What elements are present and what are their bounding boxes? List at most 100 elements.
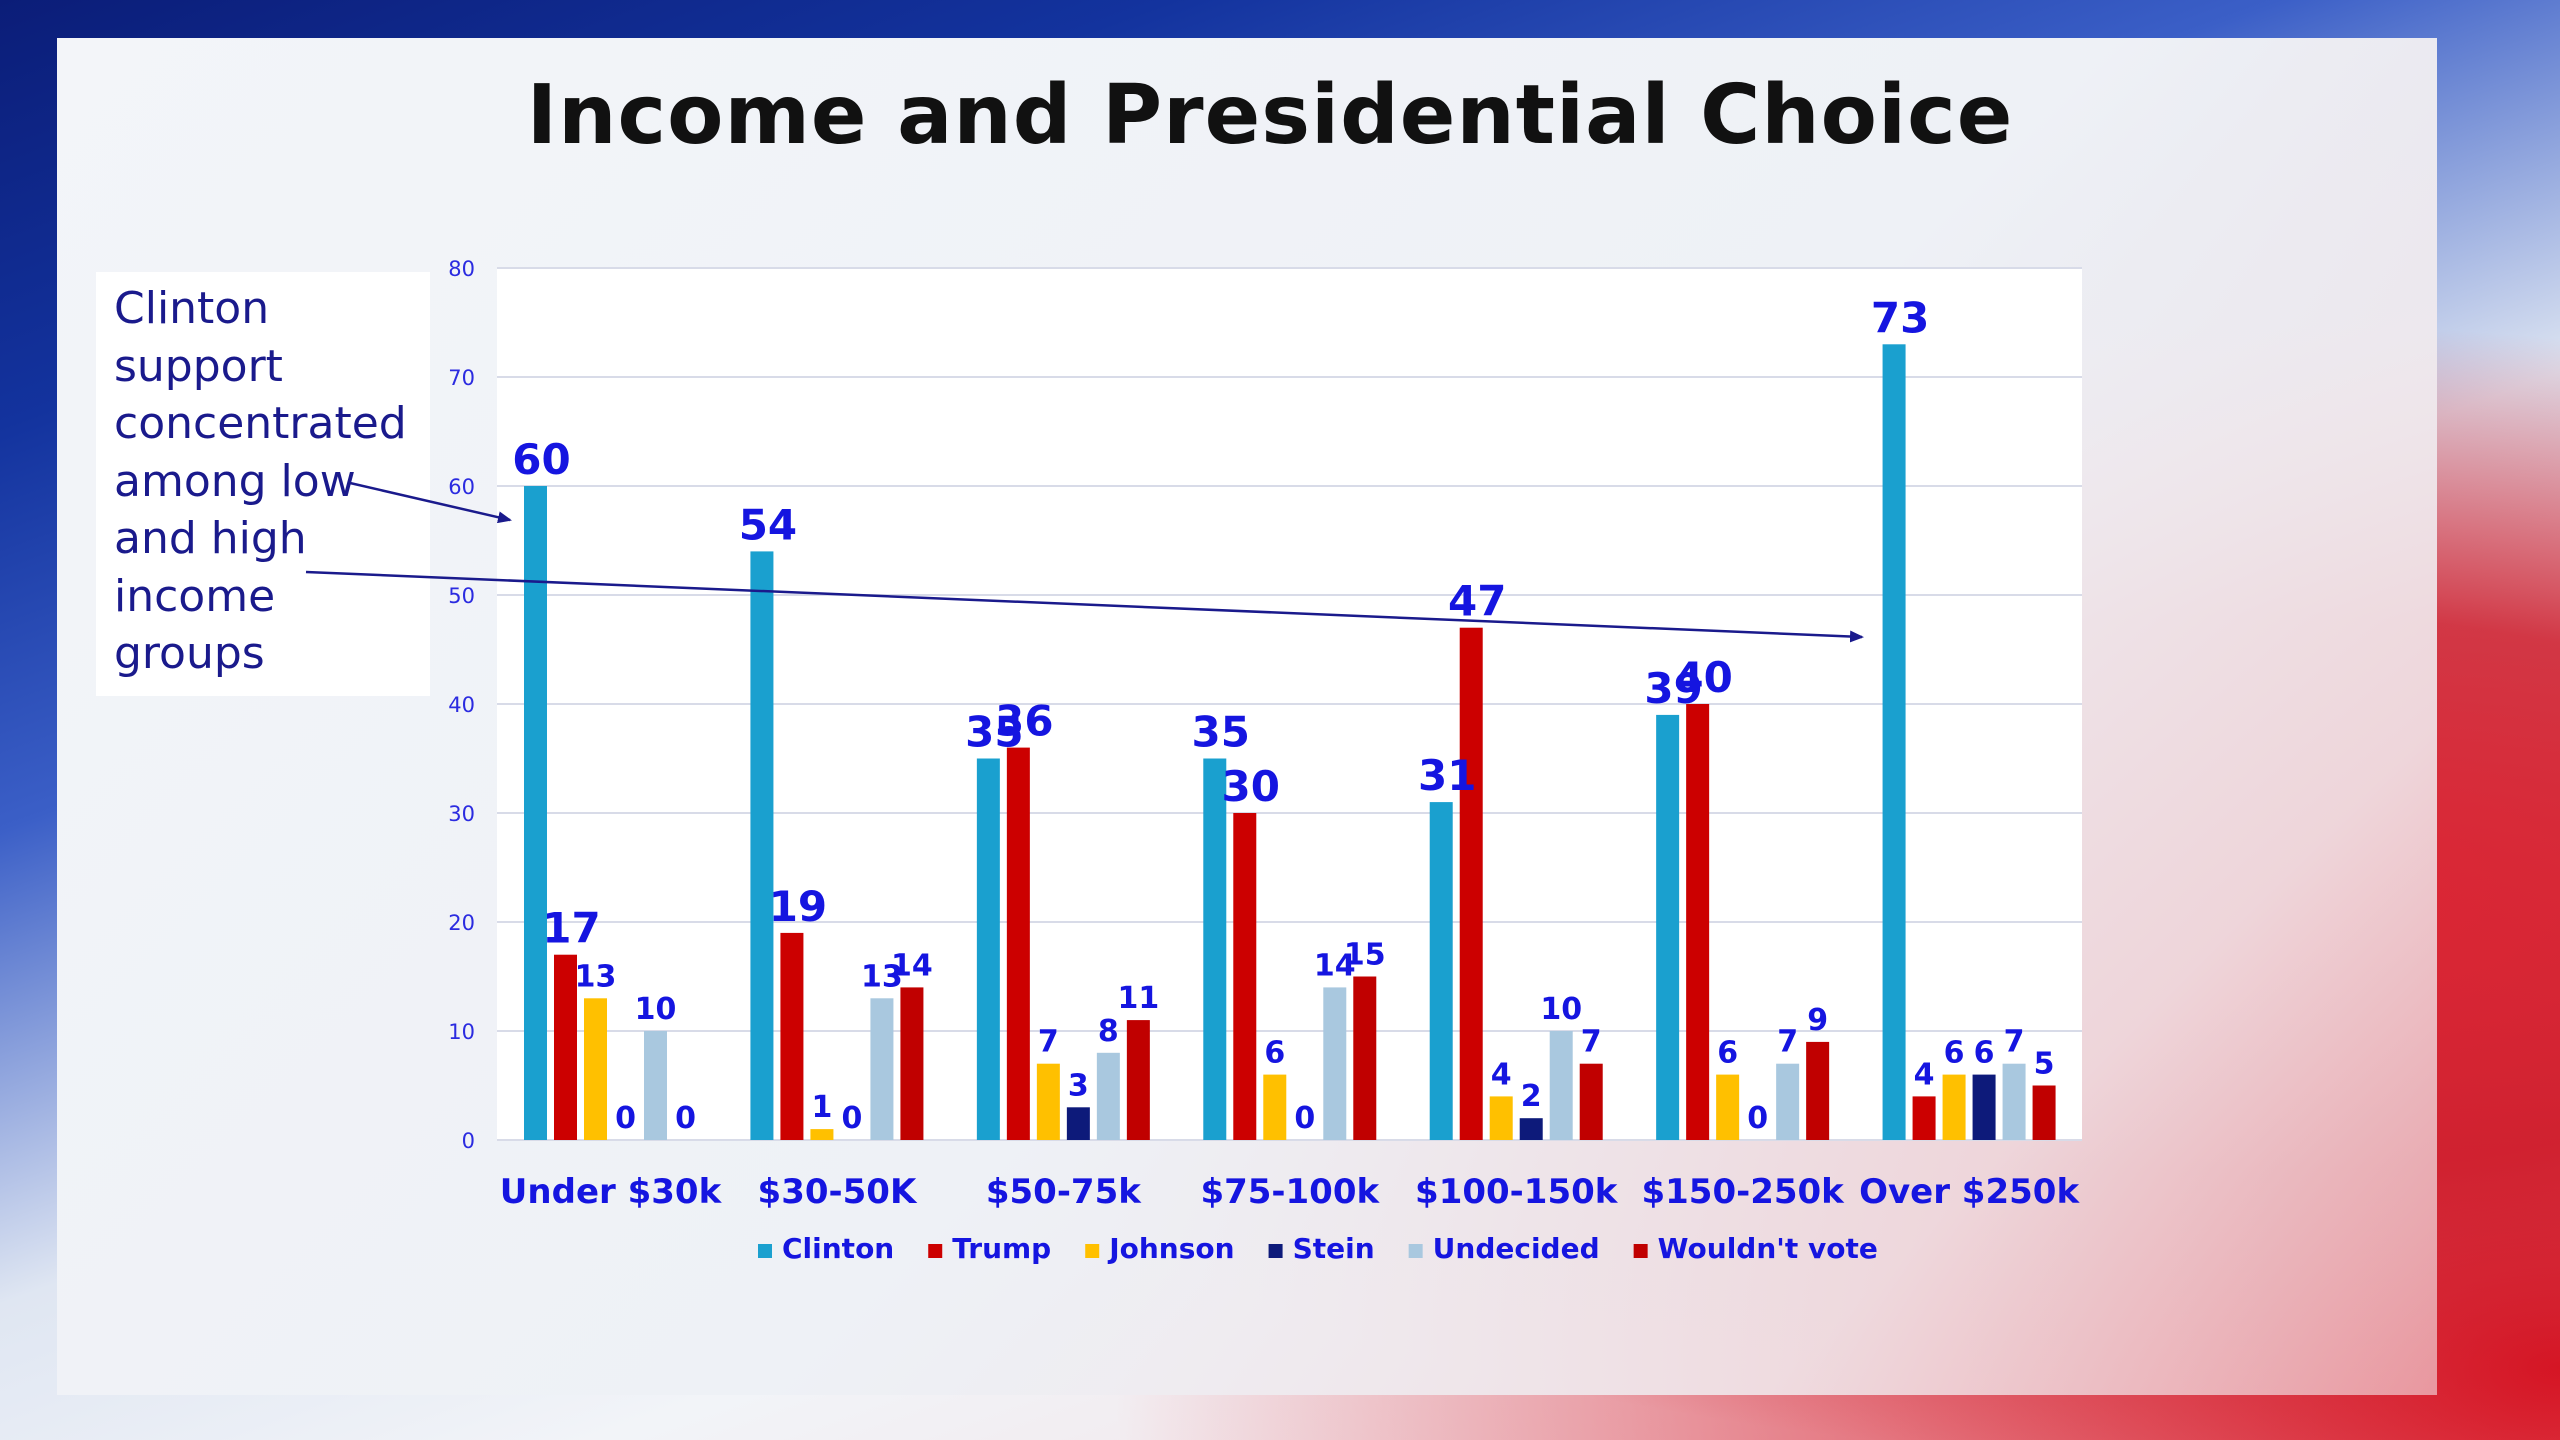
legend-swatch <box>1408 1244 1423 1258</box>
bar-johnson <box>1036 1063 1060 1140</box>
bar-clinton <box>750 551 774 1140</box>
bar-clinton <box>1656 714 1680 1140</box>
annotation-arrow-low <box>349 481 512 524</box>
bar-stein <box>1972 1074 1996 1140</box>
data-label: 4 <box>1914 1057 1935 1092</box>
legend-label: Undecided <box>1433 1232 1600 1265</box>
annotation-text: Clinton support concentrated among low a… <box>114 283 407 679</box>
y-tick-label: 10 <box>448 1020 475 1044</box>
bar-undecided <box>870 998 894 1140</box>
data-label: 40 <box>1674 653 1732 702</box>
bar-johnson <box>810 1129 834 1140</box>
bar-undecided <box>1323 987 1347 1140</box>
legend-label: Wouldn't vote <box>1658 1232 1878 1265</box>
x-category-label: $75-100k <box>1200 1172 1380 1212</box>
bar-trump <box>1459 627 1483 1140</box>
y-tick-label: 20 <box>448 911 475 935</box>
data-label: 0 <box>1294 1101 1315 1136</box>
legend-swatch <box>1268 1244 1283 1258</box>
bar-wouldn-t-vote <box>1126 1020 1150 1140</box>
bar-clinton <box>976 758 1000 1140</box>
data-label: 54 <box>739 500 797 549</box>
data-label: 7 <box>2004 1025 2025 1060</box>
legend-label: Trump <box>952 1232 1051 1265</box>
data-label: 36 <box>995 697 1053 746</box>
y-tick-label: 0 <box>462 1129 475 1153</box>
y-tick-label: 40 <box>448 693 475 717</box>
legend-swatch <box>1085 1244 1100 1258</box>
bar-johnson <box>1716 1074 1740 1140</box>
bar-trump <box>1233 813 1257 1140</box>
x-category-label: Over $250k <box>1859 1172 2080 1212</box>
data-label: 35 <box>965 708 1023 757</box>
data-label: 0 <box>615 1101 636 1136</box>
x-category-label: $50-75k <box>986 1172 1142 1212</box>
bar-wouldn-t-vote <box>1353 976 1377 1140</box>
data-label: 14 <box>1314 948 1356 983</box>
bar-trump <box>780 932 804 1140</box>
data-label: 7 <box>1581 1025 1602 1060</box>
data-label: 47 <box>1448 577 1506 626</box>
bar-undecided <box>644 1031 667 1140</box>
legend-swatch <box>928 1244 943 1258</box>
data-label: 5 <box>2034 1047 2055 1082</box>
legend-label: Johnson <box>1107 1232 1234 1265</box>
y-tick-label: 50 <box>448 584 475 608</box>
x-category-label: Under $30k <box>500 1172 723 1212</box>
legend-swatch <box>758 1244 772 1258</box>
data-label: 7 <box>1777 1025 1798 1060</box>
data-label: 6 <box>1944 1036 1965 1071</box>
data-label: 10 <box>1540 992 1582 1027</box>
data-label: 8 <box>1098 1014 1119 1049</box>
data-label: 14 <box>891 948 933 983</box>
data-label: 4 <box>1491 1057 1512 1092</box>
data-label: 1 <box>811 1090 832 1125</box>
x-category-label: $100-150k <box>1415 1172 1619 1212</box>
data-label: 0 <box>675 1101 696 1136</box>
data-label: 30 <box>1222 762 1280 811</box>
data-label: 11 <box>1117 981 1159 1016</box>
bar-clinton <box>1429 802 1453 1140</box>
bar-clinton <box>1882 344 1906 1140</box>
bar-clinton <box>524 486 547 1140</box>
data-label: 13 <box>575 959 617 994</box>
y-tick-label: 80 <box>448 257 475 281</box>
bar-wouldn-t-vote <box>1579 1063 1603 1140</box>
bar-johnson <box>1263 1074 1287 1140</box>
data-label: 6 <box>1264 1036 1285 1071</box>
bar-undecided <box>2002 1063 2026 1140</box>
x-category-label: $150-250k <box>1641 1172 1845 1212</box>
annotation-box <box>96 272 430 696</box>
bar-trump <box>1686 704 1710 1140</box>
bar-trump <box>1006 747 1030 1140</box>
bar-stein <box>1066 1107 1090 1140</box>
data-label: 60 <box>512 435 570 484</box>
legend-label: Stein <box>1293 1232 1375 1265</box>
data-label: 31 <box>1418 751 1476 800</box>
bar-undecided <box>1096 1052 1120 1140</box>
data-label: 6 <box>1974 1036 1995 1071</box>
data-label: 39 <box>1644 664 1702 713</box>
bar-wouldn-t-vote <box>900 987 924 1140</box>
bar-stein <box>1519 1118 1543 1140</box>
y-tick-label: 70 <box>448 366 475 390</box>
data-label: 7 <box>1038 1025 1059 1060</box>
legend-label: Clinton <box>782 1232 894 1265</box>
data-label: 35 <box>1192 708 1250 757</box>
bar-undecided <box>1776 1063 1800 1140</box>
data-label: 10 <box>635 992 677 1027</box>
data-label: 15 <box>1344 938 1386 973</box>
bar-johnson <box>584 998 607 1140</box>
data-label: 17 <box>542 904 600 953</box>
bar-clinton <box>1203 758 1227 1140</box>
data-label: 0 <box>1747 1101 1768 1136</box>
data-label: 6 <box>1717 1036 1738 1071</box>
data-label: 19 <box>769 882 827 931</box>
annotation-arrow-high <box>305 570 1864 643</box>
page-title: Income and Presidential Choice <box>526 68 2014 163</box>
data-label: 9 <box>1807 1003 1828 1038</box>
bar-johnson <box>1942 1074 1966 1140</box>
data-label: 3 <box>1068 1068 1089 1103</box>
x-category-label: $30-50K <box>758 1172 918 1212</box>
